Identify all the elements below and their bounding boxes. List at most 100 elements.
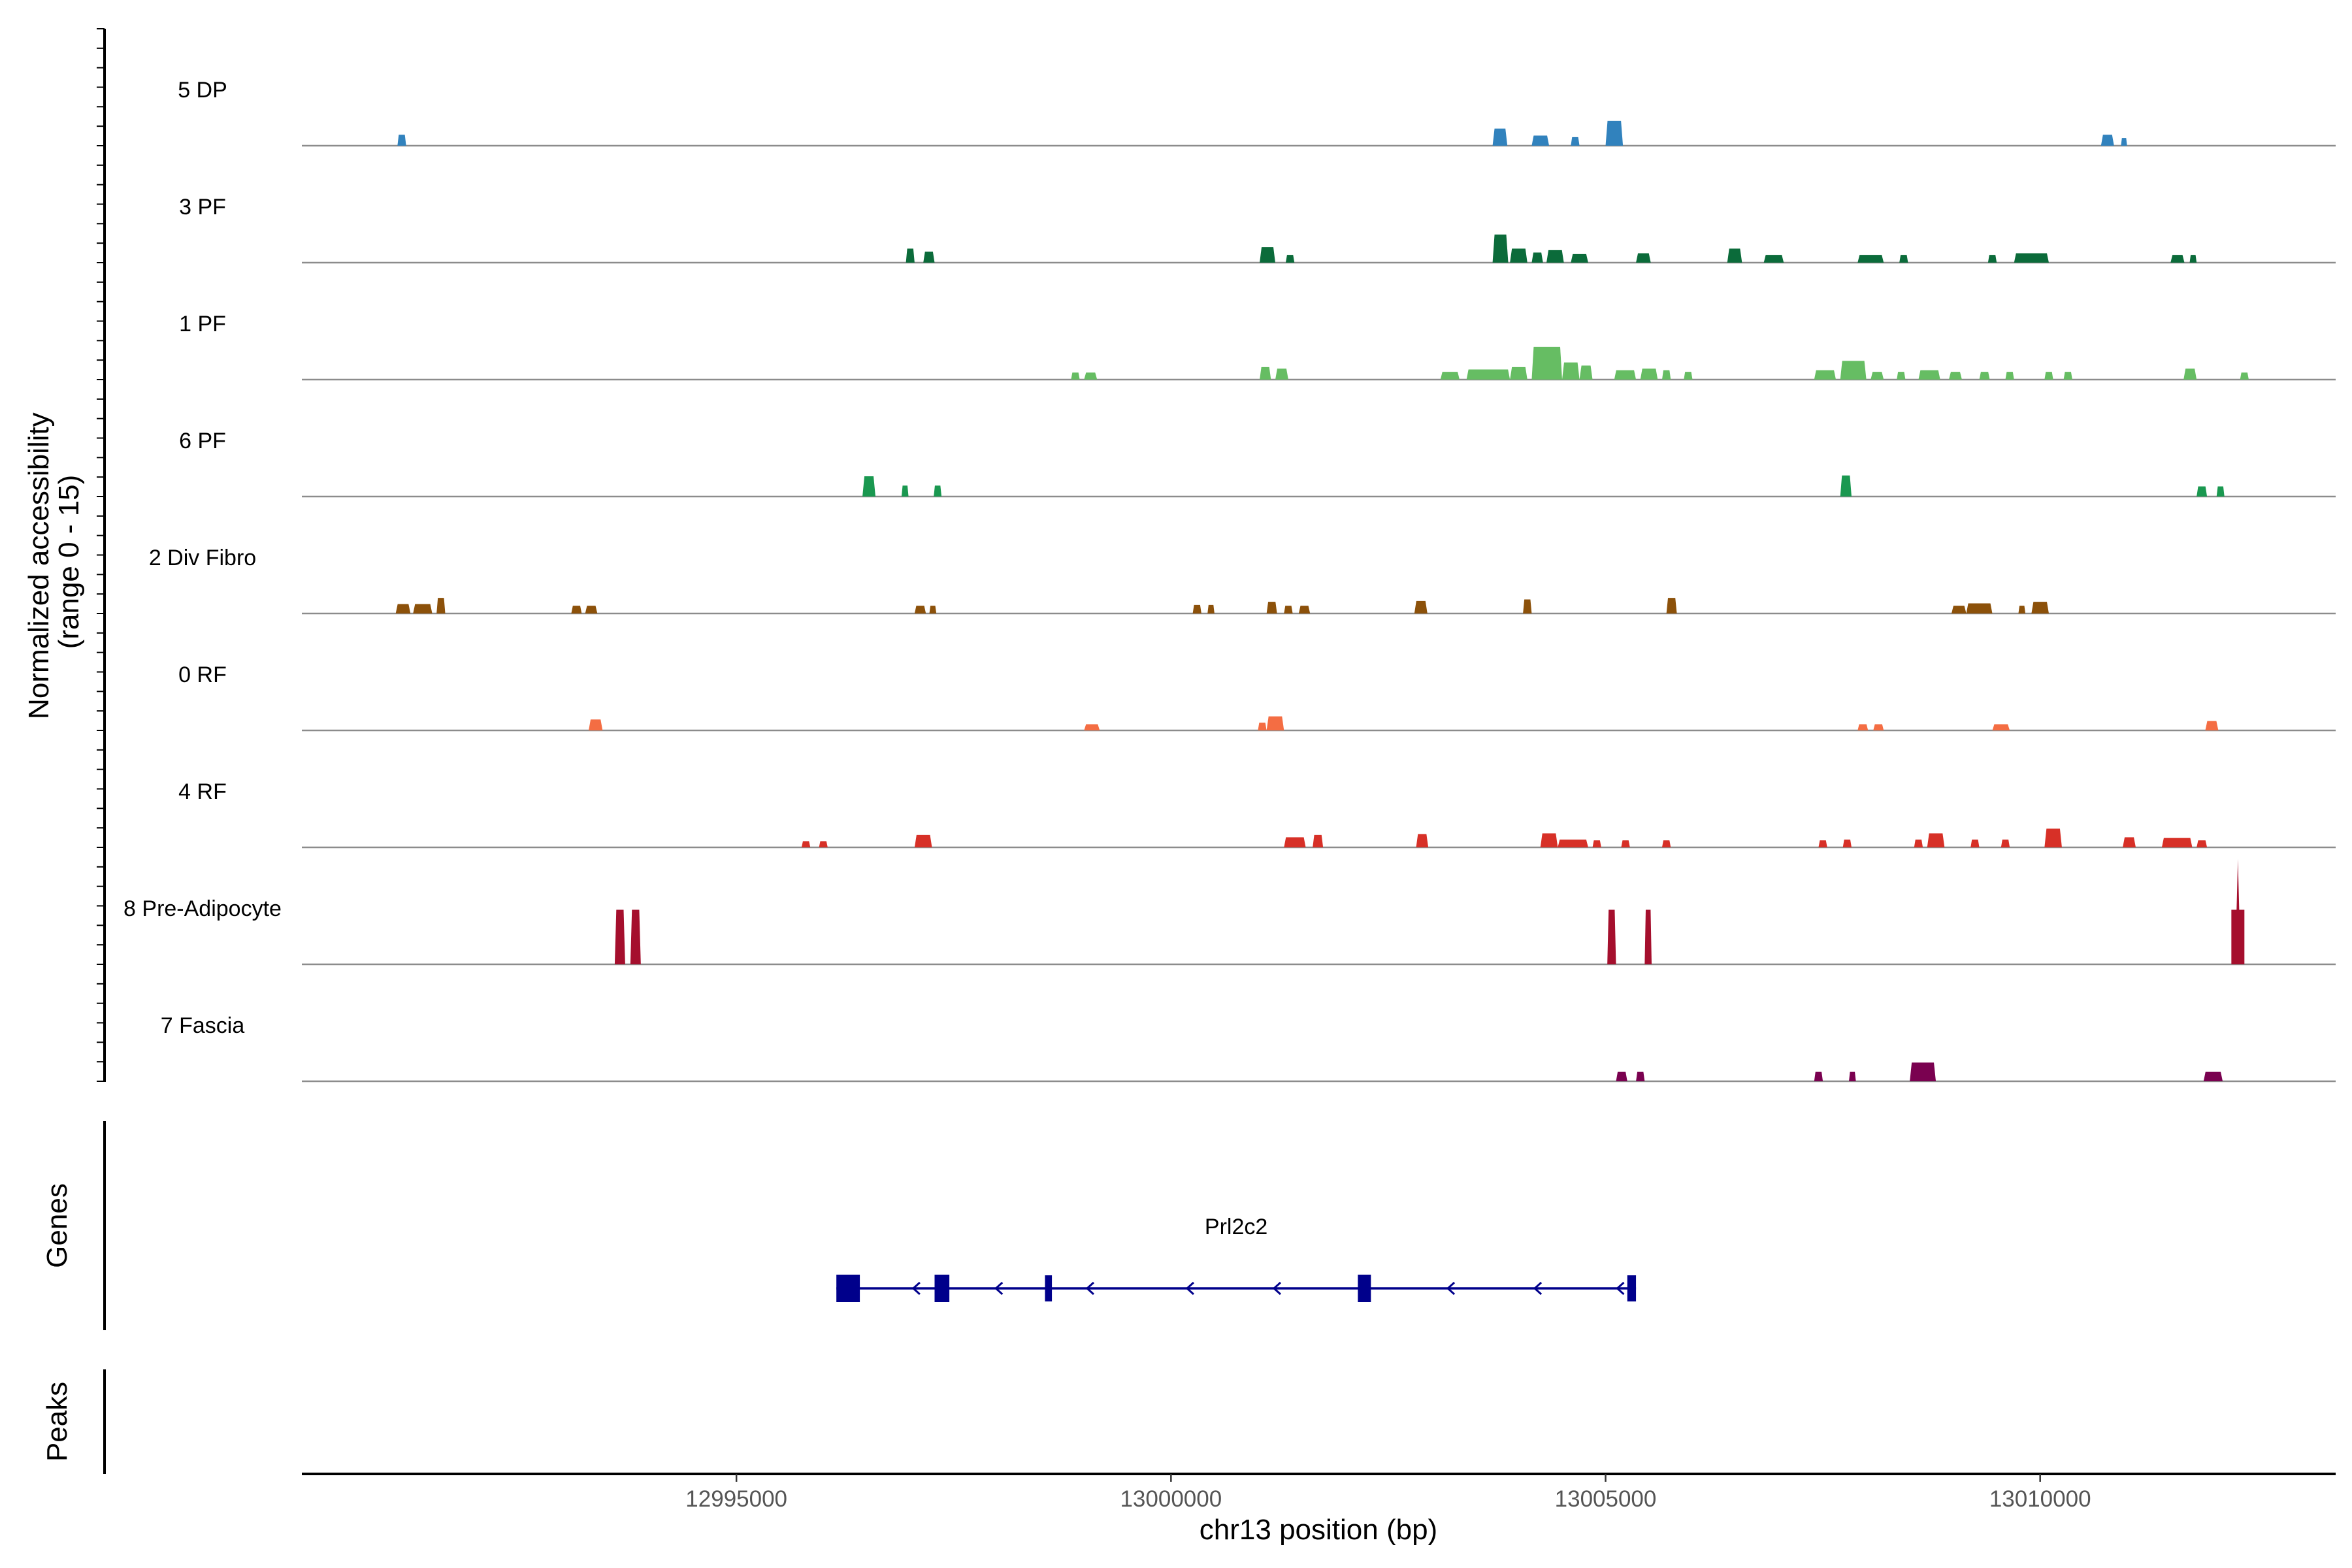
coverage-peak [1258, 723, 1267, 730]
coverage-peak [1084, 724, 1100, 730]
coverage-peak [1666, 598, 1677, 613]
strand-arrow-icon [994, 1281, 1004, 1296]
track-6-pf: 6 PF [179, 429, 2336, 498]
x-axis-ticks: 12995000 13000000 13005000 13010000 [685, 1474, 2091, 1512]
coverage-peak [1546, 250, 1564, 263]
track-0-rf: 0 RF [178, 662, 2336, 732]
coverage-y-axis-ticks [97, 28, 105, 1082]
track-label: 1 PF [179, 312, 226, 336]
coverage-peak [1661, 370, 1671, 380]
coverage-peak [1523, 599, 1532, 613]
coverage-peak [1927, 833, 1945, 847]
coverage-peak [1914, 840, 1923, 847]
coverage-peak [1492, 235, 1509, 263]
coverage-peak [436, 598, 446, 613]
coverage-peak [1814, 1071, 1823, 1081]
coverage-peak [1948, 372, 1962, 380]
coverage-peak [630, 909, 641, 964]
coverage-peak [1260, 367, 1271, 380]
coverage-peak [862, 476, 876, 497]
track-label: 2 Div Fibro [149, 546, 256, 570]
gene-exon [1045, 1275, 1053, 1301]
coverage-peak [2170, 255, 2185, 263]
coverage-peak [2100, 135, 2114, 146]
y-axis-title: Normalized accessibility (range 0 - 15) [23, 404, 85, 719]
coverage-peak [2005, 372, 2014, 380]
coverage-peak [2044, 828, 2062, 847]
x-tick-label: 13000000 [1120, 1486, 1222, 1512]
coverage-peak [1849, 1071, 1856, 1081]
coverage-peak [1531, 135, 1550, 146]
coverage-peak [1284, 606, 1293, 613]
track-4-rf: 4 RF [178, 779, 2336, 849]
coverage-peak [1531, 252, 1543, 263]
strand-arrow-icon [1533, 1281, 1543, 1296]
genes-panel-label: Genes [41, 1183, 73, 1268]
coverage-peak [2161, 838, 2193, 847]
track-1-pf: 1 PF [179, 312, 2336, 381]
track-label: 4 RF [178, 779, 227, 804]
coverage-peak [1607, 909, 1616, 964]
coverage-peak [1558, 840, 1588, 847]
coverage-peak [819, 841, 828, 847]
coverage-peak [1510, 367, 1527, 380]
coverage-peak [1897, 372, 1906, 380]
coverage-peak [2044, 372, 2053, 380]
track-label: 6 PF [179, 429, 226, 453]
coverage-peak [1840, 361, 1867, 380]
coverage-peak [1951, 606, 1967, 613]
coverage-peak [1266, 602, 1277, 613]
peaks-panel-label: Peaks [41, 1382, 73, 1462]
track-3-pf: 3 PF [179, 195, 2336, 264]
coverage-peak [1540, 833, 1558, 847]
coverage-peak [1298, 606, 1311, 613]
coverage-peak [395, 604, 411, 613]
coverage-peak [2121, 138, 2127, 146]
coverage-peak [1275, 368, 1288, 380]
coverage-peak [1910, 1062, 1936, 1081]
coverage-peak [1466, 369, 1511, 380]
coverage-peak [1285, 255, 1295, 263]
coverage-peak [1416, 834, 1429, 847]
gene-name-label[interactable]: Prl2c2 [1205, 1215, 1267, 1239]
coverage-peak [1621, 840, 1630, 847]
coverage-peak [2014, 253, 2049, 263]
coverage-peak [2231, 858, 2245, 964]
coverage-peak [1571, 253, 1588, 263]
coverage-peak [1870, 372, 1884, 380]
coverage-peak [1561, 362, 1580, 380]
gene-exon [1627, 1275, 1637, 1301]
strand-arrow-icon [1272, 1281, 1281, 1296]
coverage-peak [571, 606, 582, 613]
coverage-peak [1440, 372, 1460, 380]
coverage-peak [614, 909, 625, 964]
coverage-peak [1284, 837, 1306, 847]
track-label: 5 DP [178, 78, 227, 103]
coverage-peak [589, 719, 603, 730]
coverage-peak [1644, 909, 1652, 964]
coverage-peak [1899, 255, 1908, 263]
coverage-peak [397, 135, 406, 146]
coverage-peak [413, 604, 433, 613]
coverage-peak [1661, 840, 1671, 847]
strand-arrow-icon [1085, 1281, 1094, 1296]
coverage-peak [2197, 486, 2208, 497]
coverage-peak [1814, 370, 1837, 380]
coverage-peak [1260, 247, 1275, 263]
strand-arrow-icon [1185, 1281, 1194, 1296]
coverage-peak [1857, 255, 1884, 263]
coverage-peak [1842, 840, 1852, 847]
coverage-tracks: 5 DP 3 PF 1 PF 6 PF 2 Div Fibro 0 RF 4 RF 8 Pre… [123, 78, 2336, 1083]
gene-exon [934, 1275, 950, 1302]
coverage-peak [1614, 370, 1637, 380]
coverage-peak [1571, 137, 1580, 146]
strand-arrow-icon [1446, 1281, 1456, 1296]
coverage-peak [801, 841, 811, 847]
coverage-peak [1616, 1071, 1627, 1081]
coverage-peak [2203, 1071, 2223, 1081]
coverage-peak [2189, 255, 2197, 263]
coverage-peak [914, 834, 932, 847]
gene-exon [836, 1275, 860, 1302]
coverage-peak [1727, 248, 1742, 263]
